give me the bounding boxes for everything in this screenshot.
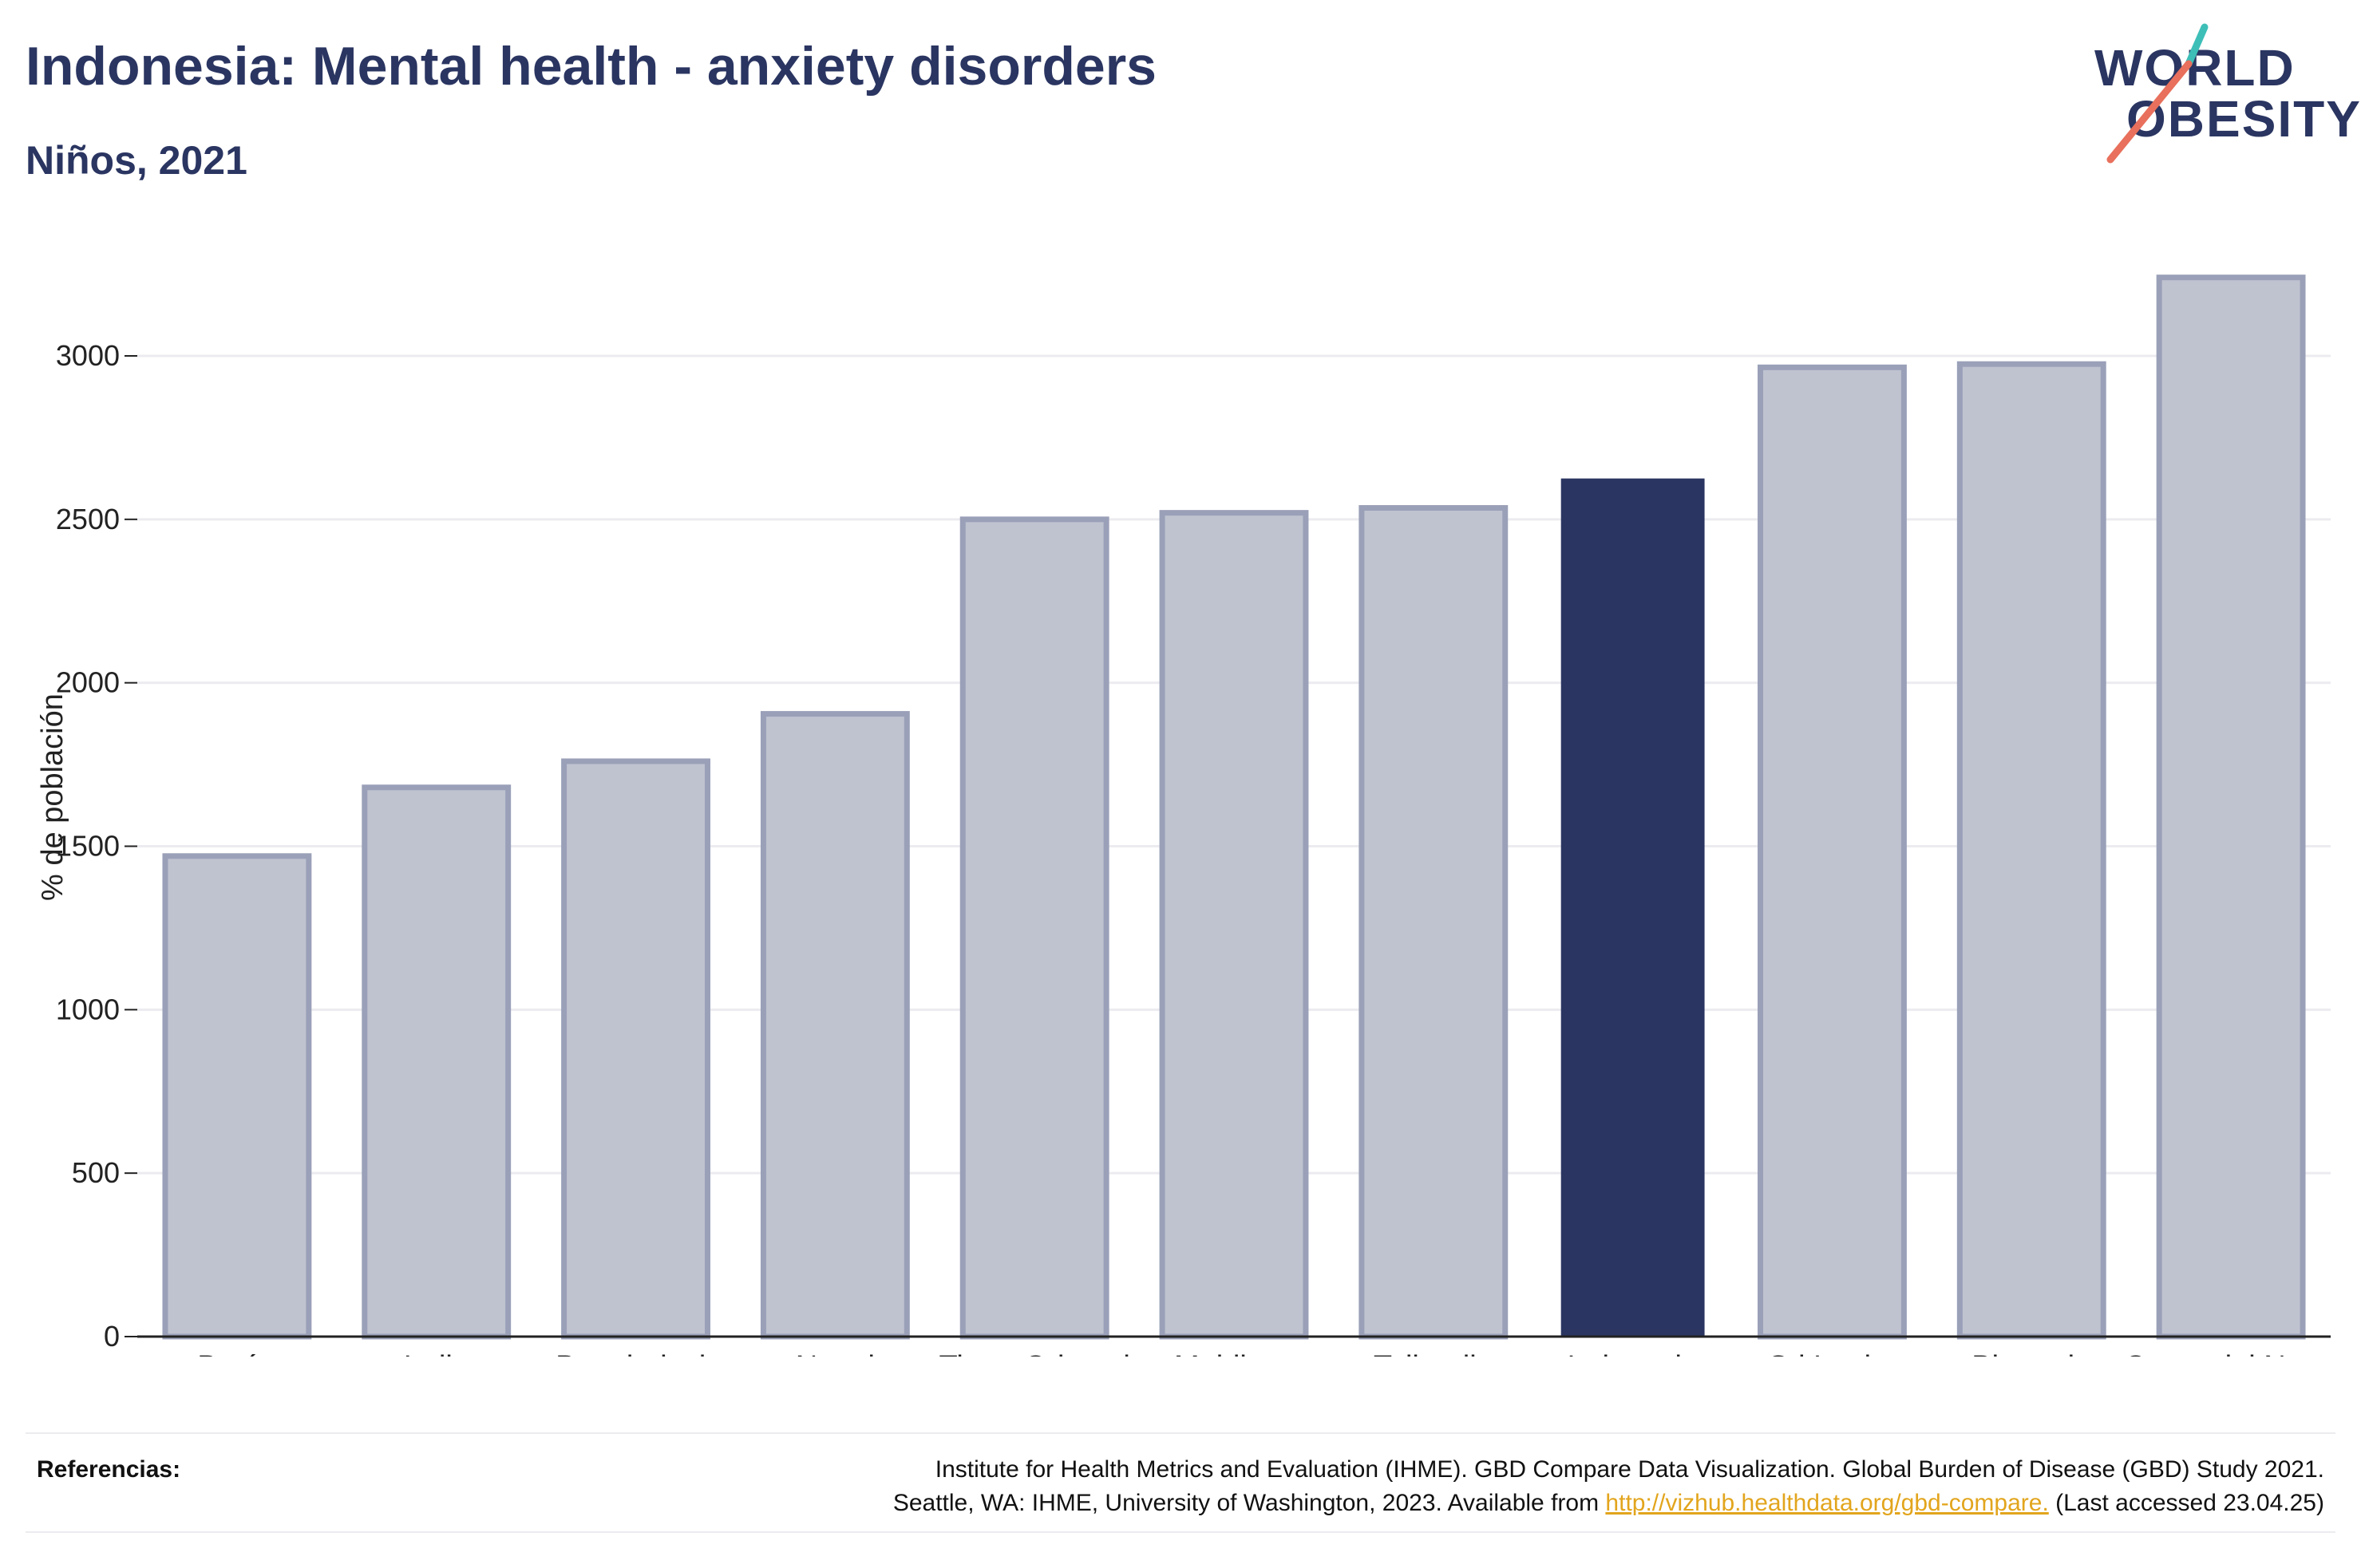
- references-footer: Referencias: Institute for Health Metric…: [26, 1432, 2335, 1533]
- y-tick-label: 2500: [56, 503, 120, 535]
- logo-slash-icon: [2106, 23, 2209, 164]
- bar: [162, 853, 312, 1340]
- references-label: Referencias:: [37, 1456, 181, 1483]
- logo-line-2: OBESITY: [2126, 90, 2361, 148]
- reference-link[interactable]: http://vizhub.healthdata.org/gbd-compare…: [1605, 1490, 2049, 1516]
- bar: [959, 516, 1109, 1340]
- bar: [1956, 361, 2106, 1340]
- y-tick-label: 1000: [56, 993, 120, 1025]
- chart-subtitle: Niños, 2021: [26, 138, 247, 183]
- reference-line-2: Seattle, WA: IHME, University of Washing…: [893, 1487, 2324, 1520]
- x-tick-label: Tailandia: [1374, 1350, 1494, 1357]
- bar: [1560, 478, 1705, 1337]
- x-tick-label: Corea del Norte: [2124, 1350, 2338, 1357]
- references-text: Institute for Health Metrics and Evaluat…: [893, 1453, 2324, 1520]
- x-tick-label: Indonesia: [1567, 1350, 1699, 1357]
- y-tick-label: 0: [104, 1320, 120, 1353]
- y-axis-title: % de población: [36, 693, 69, 901]
- bar: [1358, 504, 1509, 1340]
- reference-line-1: Institute for Health Metrics and Evaluat…: [935, 1456, 2324, 1483]
- bar: [2156, 274, 2306, 1340]
- bar: [561, 758, 710, 1340]
- bar: [760, 711, 910, 1340]
- x-tick-label: Bangladesh: [556, 1350, 716, 1357]
- x-tick-label: Sri Lanka: [1768, 1350, 1896, 1357]
- bar-chart: 0 500 1000 1500 2000 2500 3000 % de población Bu…: [36, 274, 2338, 1357]
- x-tick-label: India: [404, 1350, 470, 1357]
- bar: [1758, 364, 1907, 1340]
- reference-line-2-suffix: (Last accessed 23.04.25): [2048, 1490, 2324, 1516]
- y-tick-label: 500: [72, 1156, 120, 1189]
- bar: [362, 784, 512, 1340]
- x-tick-label: Maldivas: [1174, 1350, 1294, 1357]
- y-tick-label: 3000: [56, 339, 120, 372]
- chart-title: Indonesia: Mental health - anxiety disor…: [26, 36, 1157, 97]
- x-tick-label: Nepal: [796, 1350, 875, 1357]
- x-tick-label: Birmania: [1971, 1350, 2092, 1357]
- bar: [1159, 510, 1309, 1340]
- world-obesity-logo: WORLD OBESITY: [2091, 22, 2360, 174]
- y-tick-label: 1500: [56, 830, 120, 863]
- y-tick-label: 2000: [56, 666, 120, 699]
- reference-line-2-prefix: Seattle, WA: IHME, University of Washing…: [892, 1490, 1606, 1516]
- x-tick-label: Timor Oriental: [939, 1350, 1130, 1357]
- x-tick-label: Bután: [197, 1350, 276, 1357]
